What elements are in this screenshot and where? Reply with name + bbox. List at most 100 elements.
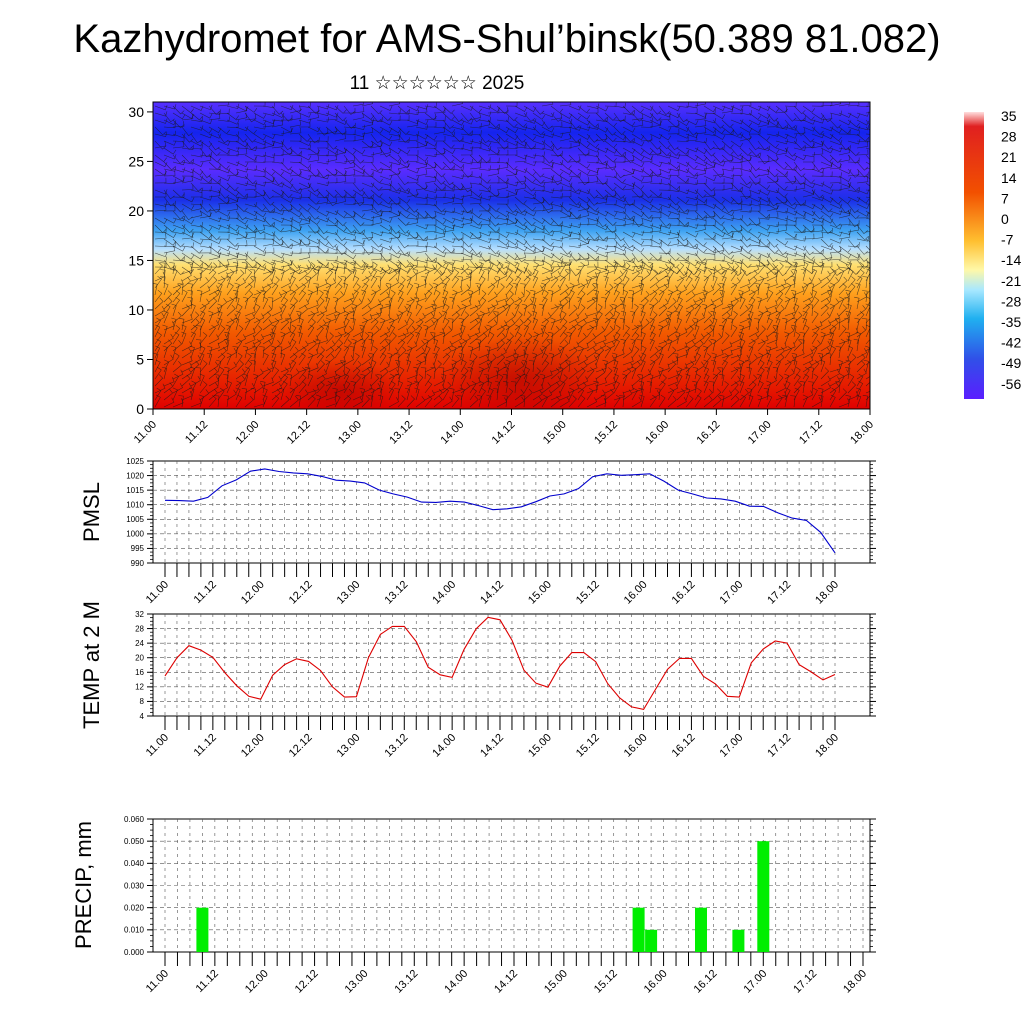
wind-barb — [478, 326, 489, 338]
wind-barb — [847, 125, 861, 131]
wind-barb — [592, 276, 598, 289]
wind-barb — [721, 166, 735, 172]
wind-barb — [856, 353, 866, 366]
wind-barb — [737, 345, 743, 359]
wind-barb — [676, 150, 689, 156]
wind-barb — [541, 162, 554, 170]
wind-barb — [432, 352, 438, 366]
wind-barb — [405, 359, 412, 373]
wind-barb — [244, 262, 257, 268]
wind-barb — [736, 367, 742, 380]
wind-barb — [235, 325, 244, 338]
wind-barb — [541, 282, 547, 296]
wind-barb — [244, 334, 256, 345]
wind-barb — [658, 374, 667, 387]
wind-barb — [406, 118, 420, 125]
wind-barb — [385, 339, 391, 352]
wind-barb — [721, 317, 728, 331]
wind-barb — [406, 189, 419, 198]
wind-barb — [541, 339, 551, 352]
wind-barb — [267, 297, 274, 310]
wind-barb — [334, 373, 341, 387]
wind-barb — [523, 227, 536, 233]
wind-barb — [620, 303, 626, 317]
wind-barb — [667, 387, 675, 401]
wind-barb — [865, 210, 870, 215]
wind-barb — [622, 181, 636, 187]
wind-barb — [712, 256, 725, 262]
wind-barb — [856, 380, 864, 394]
wind-barb — [433, 115, 446, 122]
wind-barb — [595, 217, 607, 228]
wind-barb — [566, 331, 572, 345]
wind-barb — [343, 105, 355, 115]
wind-barb — [568, 140, 581, 149]
wind-barb — [784, 154, 798, 161]
wind-barb — [325, 189, 338, 198]
wind-barb — [811, 387, 818, 401]
wind-barb — [325, 359, 331, 373]
wind-barb — [406, 168, 420, 174]
wind-barb — [208, 190, 221, 198]
wind-barb — [487, 107, 500, 114]
wind-barb — [379, 164, 392, 171]
wind-barb — [325, 147, 339, 155]
wind-barb — [862, 395, 869, 408]
wind-barb — [370, 275, 378, 289]
wind-barb — [613, 349, 625, 359]
wind-barb — [622, 245, 636, 252]
wind-barb — [334, 147, 347, 156]
wind-barb — [604, 246, 617, 254]
wind-barb — [730, 245, 744, 251]
wind-barb — [162, 324, 168, 338]
wind-barb — [721, 268, 727, 282]
wind-barb — [559, 269, 569, 282]
wind-barb — [532, 144, 545, 150]
wind-barb — [361, 270, 372, 282]
wind-barb — [343, 224, 356, 234]
wind-barb — [505, 119, 518, 128]
wind-barb — [577, 253, 590, 261]
wind-barb — [370, 175, 383, 184]
wind-barb — [505, 203, 517, 213]
wind-barb — [262, 269, 272, 282]
wind-barb — [811, 133, 825, 139]
wind-barb — [388, 188, 402, 194]
wind-barb — [631, 167, 645, 173]
wind-barb — [531, 352, 538, 366]
wind-barb — [802, 292, 814, 303]
colorbar-label: 7 — [1001, 190, 1009, 206]
wind-barb — [658, 366, 664, 380]
wind-barb — [559, 291, 569, 303]
wind-barb — [379, 147, 392, 156]
wind-barb — [343, 373, 350, 387]
wind-barb — [181, 314, 193, 324]
wind-barb — [397, 105, 410, 114]
wind-barb — [397, 251, 411, 257]
wind-barb — [307, 168, 320, 178]
wind-barb — [595, 236, 609, 242]
wind-barb — [370, 196, 383, 206]
wind-barb — [460, 324, 466, 338]
wind-barb — [550, 221, 563, 227]
wind-barb — [802, 126, 816, 132]
wind-barb — [856, 261, 865, 275]
wind-barb — [262, 110, 276, 117]
wind-barb — [369, 387, 375, 401]
wind-barb — [586, 387, 594, 401]
wind-barb — [514, 324, 521, 338]
wind-barb — [577, 188, 591, 194]
wind-barb — [721, 147, 734, 156]
wind-barb — [505, 297, 515, 310]
wind-barb — [244, 202, 258, 208]
wind-barb — [694, 259, 708, 266]
wind-barb — [514, 369, 526, 380]
wind-barb — [199, 178, 212, 184]
wind-barb — [667, 376, 679, 387]
wind-barb — [739, 182, 753, 189]
wind-barb — [865, 268, 870, 282]
wind-barb — [217, 175, 231, 182]
wind-barb — [748, 175, 760, 186]
wind-barb — [730, 225, 743, 233]
wind-barb — [172, 167, 186, 173]
